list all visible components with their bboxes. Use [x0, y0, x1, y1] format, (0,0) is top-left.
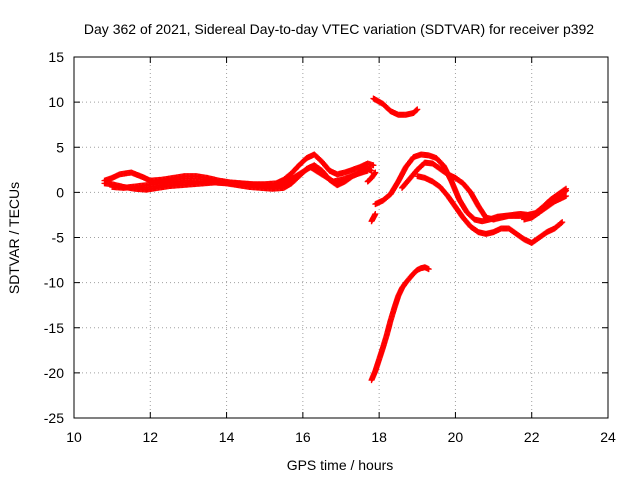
data-point — [563, 187, 570, 194]
data-point — [562, 188, 569, 195]
data-series-track — [414, 173, 566, 246]
data-point — [372, 211, 379, 218]
data-point — [563, 192, 570, 199]
x-tick-label: 10 — [66, 429, 82, 445]
x-tick-label: 16 — [295, 429, 311, 445]
data-series-track — [368, 264, 432, 384]
y-tick-label: 5 — [56, 139, 64, 155]
x-tick-label: 24 — [600, 429, 616, 445]
data-series-track — [368, 211, 379, 225]
data-point — [558, 219, 565, 226]
y-tick-label: -25 — [44, 410, 64, 426]
x-tick-label: 14 — [219, 429, 235, 445]
data-series-track — [521, 192, 570, 223]
data-point — [364, 167, 371, 174]
y-tick-label: 0 — [56, 184, 64, 200]
y-axis-title: SDTVAR / TECUs — [6, 182, 22, 294]
y-tick-label: -10 — [44, 275, 64, 291]
data-point — [413, 107, 420, 114]
data-series-track — [370, 95, 421, 118]
x-tick-label: 12 — [142, 429, 158, 445]
y-tick-label: 15 — [48, 49, 64, 65]
ticks: 10 12 14 16 18 20 22 24 -25 -20 -15 -10 -5 0 5 10 15 — [44, 49, 616, 445]
chart-title: Day 362 of 2021, Sidereal Day-to-day VTE… — [84, 21, 594, 37]
data-point — [414, 106, 421, 113]
data-series-track — [109, 164, 371, 191]
x-tick-label: 22 — [524, 429, 540, 445]
data-point — [425, 266, 432, 273]
grid — [74, 57, 608, 418]
x-tick-label: 18 — [371, 429, 387, 445]
y-tick-label: -15 — [44, 320, 64, 336]
data-series-track — [364, 169, 379, 185]
data-series-track — [399, 159, 570, 223]
y-tick-label: -20 — [44, 365, 64, 381]
data-point — [559, 219, 566, 226]
x-tick-label: 20 — [448, 429, 464, 445]
data-point — [372, 169, 379, 176]
y-tick-label: 10 — [48, 94, 64, 110]
data-point — [370, 162, 377, 169]
x-axis-title: GPS time / hours — [287, 457, 394, 473]
data-layer — [101, 95, 570, 384]
y-tick-label: -5 — [52, 230, 65, 246]
